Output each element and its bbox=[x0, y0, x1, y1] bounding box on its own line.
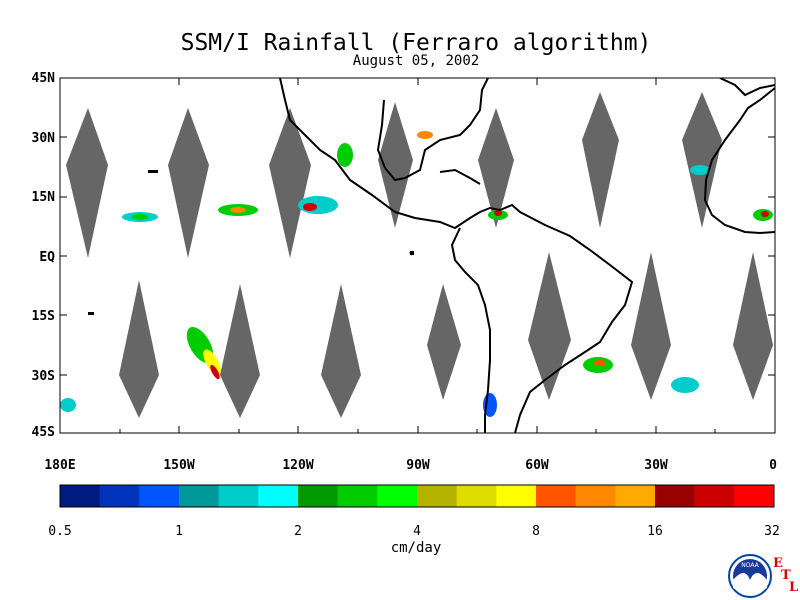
south-america-atlantic-coast bbox=[499, 203, 634, 433]
lat-label-15s: 15S bbox=[32, 309, 56, 324]
europe-coast bbox=[719, 78, 775, 97]
gap-swath-7 bbox=[682, 92, 722, 228]
colorbar-swatch bbox=[575, 485, 616, 507]
colorbar-swatch bbox=[60, 485, 101, 507]
gap-swath-13 bbox=[631, 252, 671, 400]
lat-label-30s: 30S bbox=[32, 369, 56, 384]
north-america-gulf-coast bbox=[384, 78, 489, 182]
etl-letter-e: E bbox=[773, 556, 783, 571]
gap-swath-10 bbox=[321, 284, 361, 418]
colorbar-border bbox=[59, 484, 775, 508]
colorbar-swatch bbox=[694, 485, 735, 507]
colorbar-label-4: 4 bbox=[413, 524, 421, 539]
lon-ticks bbox=[119, 78, 716, 433]
colorbar-swatch bbox=[417, 485, 458, 507]
lon-label-0: 0 bbox=[769, 458, 777, 473]
map-title: SSM/I Rainfall (Ferraro algorithm) bbox=[180, 30, 652, 56]
lat-label-15n: 15N bbox=[32, 190, 56, 205]
colorbar-label-2: 2 bbox=[294, 524, 302, 539]
rain-patch bbox=[417, 131, 433, 139]
colorbar-swatch bbox=[734, 485, 775, 507]
rain-patch bbox=[60, 398, 76, 412]
africa-coast bbox=[703, 87, 775, 235]
cuba bbox=[439, 168, 481, 185]
gap-swath-9 bbox=[220, 284, 260, 418]
colorbar-label-8: 8 bbox=[532, 524, 540, 539]
lon-label-180e: 180E bbox=[44, 458, 75, 473]
gap-swath-1 bbox=[66, 108, 108, 258]
gap-swath-12 bbox=[528, 252, 571, 400]
colorbar-swatch bbox=[218, 485, 259, 507]
gap-swath-8 bbox=[119, 280, 159, 418]
rain-patch bbox=[594, 360, 606, 366]
rain-patch bbox=[132, 214, 148, 220]
gap-swath-3 bbox=[269, 108, 311, 258]
colorbar-swatches bbox=[60, 485, 775, 507]
colorbar-swatch bbox=[139, 485, 180, 507]
colorbar-swatch bbox=[536, 485, 577, 507]
lat-label-eq: EQ bbox=[39, 250, 55, 265]
gap-swath-2 bbox=[168, 108, 209, 258]
pacific-island bbox=[88, 312, 94, 315]
gap-swath-11 bbox=[427, 284, 461, 400]
colorbar-unit: cm/day bbox=[390, 540, 442, 556]
colorbar-swatch bbox=[496, 485, 537, 507]
lat-label-30n: 30N bbox=[32, 131, 56, 146]
galapagos-island bbox=[410, 251, 414, 255]
gap-swath-6 bbox=[582, 92, 619, 228]
lon-label-30w: 30W bbox=[644, 458, 668, 473]
rain-patches bbox=[60, 131, 773, 417]
colorbar-label-1: 1 bbox=[175, 524, 183, 539]
rain-patch bbox=[690, 165, 710, 175]
lon-label-120w: 120W bbox=[282, 458, 313, 473]
map-date: August 05, 2002 bbox=[352, 53, 480, 69]
rain-patch bbox=[494, 210, 502, 216]
colorbar-swatch bbox=[615, 485, 656, 507]
north-america-pacific-coast bbox=[279, 78, 501, 230]
colorbar-label-16: 16 bbox=[647, 524, 663, 539]
rain-patch bbox=[337, 143, 353, 167]
colorbar-swatch bbox=[258, 485, 299, 507]
rain-patch bbox=[671, 377, 699, 393]
lon-label-60w: 60W bbox=[525, 458, 549, 473]
mexico-gulf-coast bbox=[376, 99, 386, 169]
etl-letter-t: T bbox=[781, 568, 791, 583]
lat-label-45s: 45S bbox=[32, 425, 56, 440]
rain-patch bbox=[761, 211, 769, 217]
lon-label-150w: 150W bbox=[163, 458, 194, 473]
colorbar-swatch bbox=[298, 485, 339, 507]
rain-patch bbox=[203, 349, 221, 375]
lat-label-45n: 45N bbox=[32, 71, 56, 86]
map-frame-bg bbox=[60, 78, 775, 433]
colorbar-label-32: 32 bbox=[764, 524, 780, 539]
colorbar-swatch bbox=[377, 485, 418, 507]
colorbar-swatch bbox=[179, 485, 220, 507]
lon-label-90w: 90W bbox=[406, 458, 430, 473]
colorbar-swatch bbox=[99, 485, 140, 507]
gap-swath-14 bbox=[733, 252, 773, 400]
rain-patch bbox=[230, 207, 246, 213]
islands bbox=[88, 170, 414, 315]
etl-logo: E T L bbox=[773, 556, 798, 595]
colorbar-swatch bbox=[337, 485, 378, 507]
rain-patch bbox=[210, 364, 220, 380]
noaa-logo: NOAA bbox=[728, 554, 772, 598]
gap-swath-5 bbox=[478, 108, 514, 228]
gap-swath-4 bbox=[378, 102, 413, 228]
noaa-logo-text: NOAA bbox=[741, 562, 759, 569]
data-gap-swaths bbox=[66, 92, 773, 418]
colorbar-swatch bbox=[456, 485, 497, 507]
south-america-pacific-coast bbox=[450, 227, 491, 433]
hawaii-island bbox=[148, 170, 158, 173]
etl-letter-l: L bbox=[789, 580, 798, 595]
rain-patch bbox=[303, 203, 317, 211]
colorbar-label-0-5: 0.5 bbox=[48, 524, 71, 539]
lat-ticks bbox=[60, 136, 775, 376]
colorbar-swatch bbox=[655, 485, 696, 507]
